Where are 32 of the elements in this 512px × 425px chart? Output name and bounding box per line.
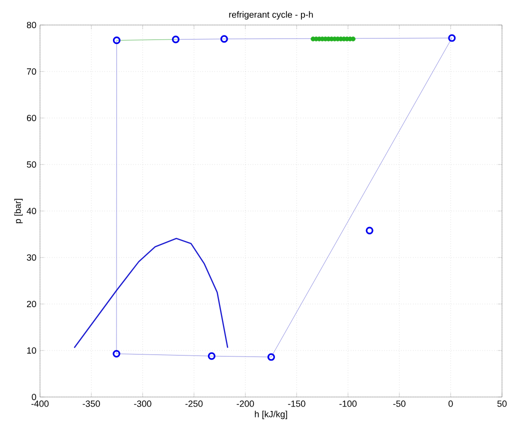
x-tick-label: 0 [448,400,453,407]
y-tick-label: 30 [26,254,36,261]
y-tick-label: 10 [27,347,36,354]
line-series [74,238,228,348]
x-tick-label: -250 [185,400,203,407]
point [220,35,228,43]
y-axis-title: p [bar] [14,198,23,224]
x-tick-label: -400 [31,400,49,407]
x-tick-label: -200 [236,400,254,407]
point [208,352,216,360]
x-tick-label: -350 [82,400,100,407]
y-tick-label: 80 [26,22,36,28]
point [112,350,120,358]
x-axis-title: h [kJ/kg] [254,410,288,420]
y-tick-label: 0 [32,394,36,400]
y-tick-label: 70 [26,68,36,75]
chart-title: refrigerant cycle - p-h [229,11,313,20]
x-tick-label: -100 [339,400,357,407]
point [448,34,456,42]
y-tick-label: 20 [26,300,36,308]
x-tick-label: -300 [134,400,152,407]
x-tick-label: -150 [288,400,306,407]
x-tick-label: 50 [497,400,507,407]
line-series [116,38,452,358]
y-tick-label: 50 [26,161,36,168]
y-tick-label: 60 [26,114,36,122]
point [366,226,374,234]
point [172,36,180,44]
x-tick-label: -50 [393,400,406,407]
y-tick-label: 40 [26,208,36,214]
point [112,36,120,44]
point [267,353,275,361]
